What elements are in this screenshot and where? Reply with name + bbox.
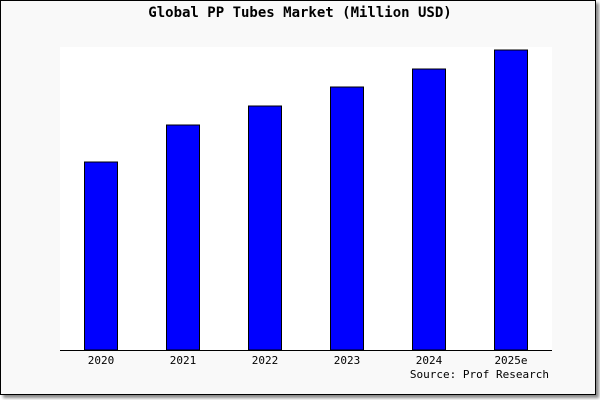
x-tick-label: 2021: [170, 354, 197, 367]
bar-2023: [330, 86, 364, 351]
source-note: Source: Prof Research: [409, 368, 549, 381]
x-tick-label: 2023: [334, 354, 361, 367]
x-tick-label: 2020: [88, 354, 115, 367]
bar-2022: [248, 105, 282, 351]
chart-title: Global PP Tubes Market (Million USD): [148, 5, 452, 21]
bar-2020: [84, 161, 118, 351]
bar-2024: [412, 68, 446, 351]
x-tick-label: 2025e: [494, 354, 527, 367]
x-tick-label: 2024: [416, 354, 443, 367]
bar-2021: [166, 124, 200, 351]
x-tick-label: 2022: [252, 354, 279, 367]
bar-2025e: [494, 49, 528, 351]
plot-area: [60, 47, 552, 350]
